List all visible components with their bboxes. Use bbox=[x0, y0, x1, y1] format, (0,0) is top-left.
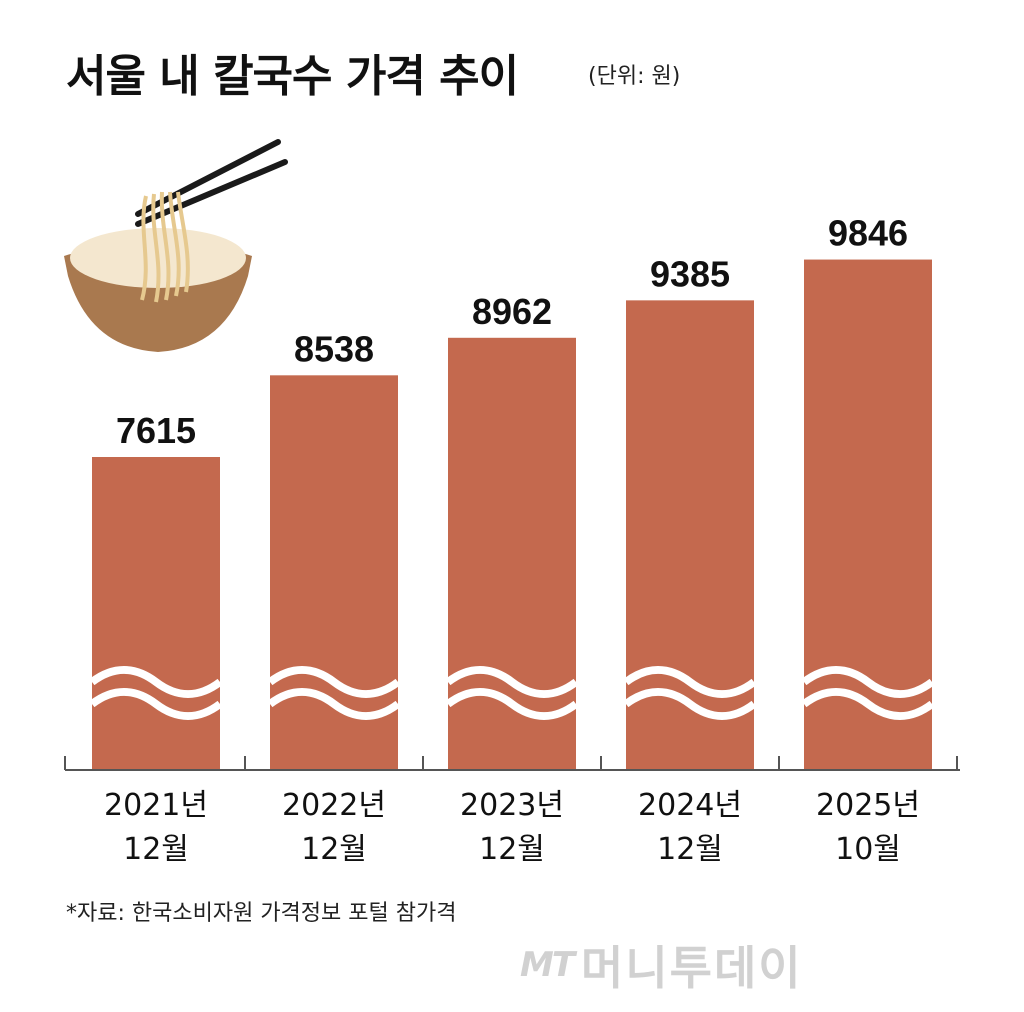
axis-break-wave bbox=[801, 666, 935, 698]
x-tick-label: 2024년 bbox=[638, 788, 742, 823]
watermark-logo: MT bbox=[520, 945, 575, 985]
axis-break-wave bbox=[267, 666, 401, 698]
noodle-bowl-icon bbox=[64, 139, 288, 352]
axis-break-wave bbox=[89, 666, 223, 698]
x-tick-label: 12월 bbox=[479, 832, 545, 867]
bar bbox=[448, 337, 576, 770]
axis-break-wave bbox=[445, 688, 579, 720]
unit-label: (단위: 원) bbox=[588, 64, 681, 89]
bar-value-label: 9846 bbox=[828, 213, 908, 254]
x-tick-label: 2021년 bbox=[104, 788, 208, 823]
chart-title: 서울 내 칼국수 가격 추이 bbox=[66, 51, 519, 102]
bar-value-label: 8962 bbox=[472, 291, 552, 332]
watermark-name: 머니투데이 bbox=[581, 941, 803, 995]
x-tick-label: 2025년 bbox=[816, 788, 920, 823]
x-tick-label: 12월 bbox=[123, 832, 189, 867]
axis-break-wave bbox=[445, 666, 579, 698]
x-axis-ticks: 2021년 12월 2022년 12월 2023년 12월 2024년 12월 2025년 10월 bbox=[64, 756, 958, 867]
axis-break-wave bbox=[801, 688, 935, 720]
bar-value-label: 8538 bbox=[294, 328, 374, 369]
bars: 7615 8538 8962 9385 9846 bbox=[89, 213, 935, 770]
axis-break-wave bbox=[89, 688, 223, 720]
bar-value-label: 7615 bbox=[116, 410, 196, 451]
axis-break-wave bbox=[623, 688, 757, 720]
x-tick-label: 2022년 bbox=[282, 788, 386, 823]
bar bbox=[92, 457, 220, 770]
source-note: *자료: 한국소비자원 가격정보 포털 참가격 bbox=[66, 901, 457, 926]
x-tick-label: 12월 bbox=[657, 832, 723, 867]
axis-break-wave bbox=[267, 688, 401, 720]
x-tick-label: 12월 bbox=[301, 832, 367, 867]
bar-value-label: 9385 bbox=[650, 253, 730, 294]
watermark: MT 머니투데이 bbox=[520, 930, 1000, 1000]
axis-break-wave bbox=[623, 666, 757, 698]
x-tick-label: 2023년 bbox=[460, 788, 564, 823]
x-tick-label: 10월 bbox=[835, 832, 901, 867]
